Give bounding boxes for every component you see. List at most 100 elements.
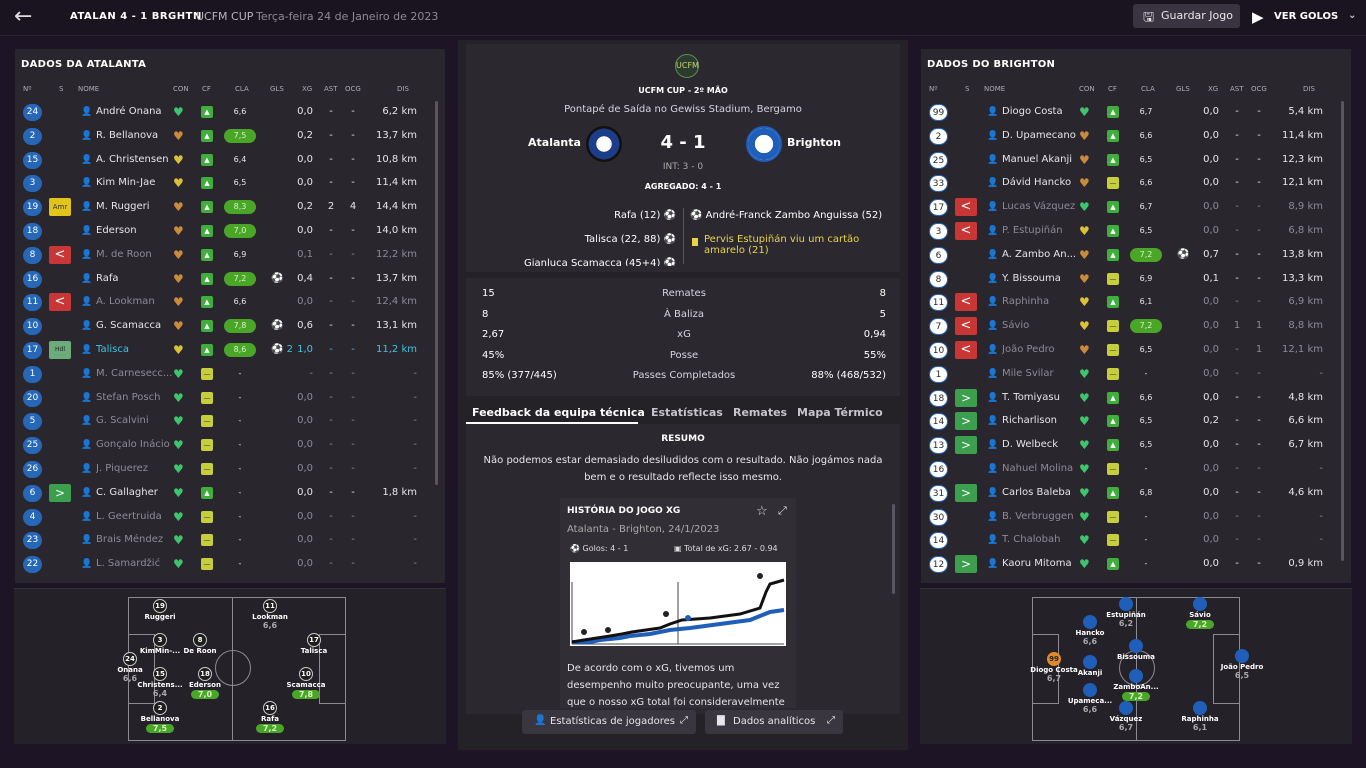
home-team-name[interactable]: Atalanta — [528, 136, 581, 149]
pitch-player[interactable]: Estupiñán 6,2 — [1096, 597, 1156, 628]
chevron-down-icon[interactable]: ⌄ — [1348, 10, 1357, 21]
table-row[interactable]: 1 👤 M. Carnesecc... ♥ — - - - - - — [15, 363, 445, 387]
table-row[interactable]: 20 👤 Stefan Posch ♥ — - 0,0 - - - — [15, 387, 445, 411]
player-name[interactable]: L. Geertruida — [96, 510, 162, 522]
table-row[interactable]: 18 > 👤 T. Tomiyasu ♥ ▲ 6,6 0,0 - - 4,8 km — [921, 387, 1351, 411]
player-name[interactable]: C. Gallagher — [96, 486, 158, 498]
table-row[interactable]: 22 👤 L. Samardžić ♥ — - 0,0 - - - — [15, 553, 445, 577]
player-name[interactable]: Lucas Vázquez — [1002, 201, 1076, 213]
home-goal-event[interactable]: Gianluca Scamacca (45+4) ⚽ — [466, 258, 676, 266]
player-stats-button[interactable]: 👤 Estatísticas de jogadores ⤢ — [522, 710, 696, 734]
header-num[interactable]: Nº — [929, 85, 938, 93]
table-row[interactable]: 33 👤 Dávid Hancko ♥ — 6,6 0,0 - - 12,1 km — [921, 172, 1351, 196]
atalanta-crest-icon[interactable] — [586, 126, 622, 162]
player-name[interactable]: Y. Bissouma — [1002, 272, 1061, 284]
table-row[interactable]: 14 👤 T. Chalobah ♥ — - 0,0 - - - — [921, 529, 1351, 553]
header-s[interactable]: S — [59, 85, 64, 93]
header-cf[interactable]: CF — [1108, 85, 1117, 93]
player-name[interactable]: Brais Méndez — [96, 534, 164, 546]
player-name[interactable]: M. Carnesecc... — [96, 367, 172, 379]
pitch-player[interactable]: Akanji — [1060, 655, 1120, 677]
player-name[interactable]: Raphinha — [1002, 296, 1050, 308]
player-name[interactable]: Stefan Posch — [96, 391, 161, 403]
table-row[interactable]: 7 < 👤 Sávio ♥ — 7,2 0,0 1 1 8,8 km — [921, 315, 1351, 339]
header-name[interactable]: NOME — [78, 85, 100, 93]
pitch-player[interactable]: Upameca... 6,6 — [1060, 683, 1120, 714]
pitch-player[interactable]: João Pedro 6,5 — [1212, 649, 1272, 680]
player-name[interactable]: T. Tomiyasu — [1002, 391, 1060, 403]
player-name[interactable]: Nahuel Molina — [1002, 463, 1074, 474]
player-name[interactable]: B. Verbruggen — [1002, 510, 1074, 522]
table-row[interactable]: 10 < 👤 João Pedro ♥ — 6,5 0,0 - 1 12,1 km — [921, 339, 1351, 363]
table-row[interactable]: 16 👤 Nahuel Molina ♥ — - 0,0 - - - — [921, 458, 1351, 482]
pitch-player[interactable]: 24 Onana 6,6 — [100, 652, 160, 683]
header-xg[interactable]: XG — [302, 85, 313, 93]
away-team-name[interactable]: Brighton — [787, 136, 841, 149]
header-cf[interactable]: CF — [202, 85, 211, 93]
pitch-player[interactable]: 11 Lookman 6,6 — [240, 599, 300, 630]
pitch-player[interactable]: 3 KimMin-... — [130, 633, 190, 655]
table-row[interactable]: 4 👤 L. Geertruida ♥ — - 0,0 - - - — [15, 506, 445, 530]
back-arrow-icon[interactable]: ← — [14, 4, 33, 29]
header-ocg[interactable]: OCG — [1251, 85, 1267, 93]
table-row[interactable]: 11 < 👤 A. Lookman ♥ ▲ 6,6 0,0 - - 12,4 km — [15, 291, 445, 315]
tab-feedback[interactable]: Feedback da equipa técnica — [472, 406, 645, 419]
player-name[interactable]: Kaoru Mitoma — [1002, 558, 1072, 570]
pitch-player[interactable]: 18 Ederson 7,0 — [175, 667, 235, 699]
player-name[interactable]: D. Upamecano — [1002, 129, 1076, 141]
player-name[interactable]: P. Estupiñán — [1002, 225, 1063, 236]
table-row[interactable]: 6 👤 A. Zambo An... ♥ ▲ 7,2 ⚽ 0,7 - - 13,8 km — [921, 244, 1351, 268]
player-name[interactable]: A. Zambo An... — [1002, 248, 1077, 260]
table-row[interactable]: 5 👤 G. Scalvini ♥ — - 0,0 - - - — [15, 410, 445, 434]
home-goal-event[interactable]: Talisca (22, 88) ⚽ — [466, 234, 676, 245]
table-row[interactable]: 1 👤 Mile Svilar ♥ — - 0,0 - - - — [921, 363, 1351, 387]
player-name[interactable]: Kim Min-Jae — [96, 177, 156, 189]
pitch-player[interactable]: 99 Diogo Costa 6,7 — [1024, 652, 1084, 683]
player-name[interactable]: G. Scalvini — [96, 415, 149, 427]
table-row[interactable]: 8 👤 Y. Bissouma ♥ — 6,9 0,1 - - 13,3 km — [921, 268, 1351, 292]
header-ast[interactable]: AST — [324, 85, 338, 93]
header-con[interactable]: CON — [173, 85, 189, 93]
player-name[interactable]: Dávid Hancko — [1002, 177, 1072, 189]
header-name[interactable]: NOME — [984, 85, 1006, 93]
pitch-player[interactable]: Vázquez 6,7 — [1096, 701, 1156, 732]
table-row[interactable]: 18 👤 Ederson ♥ ▲ 7,0 0,0 - - 14,0 km — [15, 220, 445, 244]
home-goal-event[interactable]: Rafa (12) ⚽ — [466, 210, 676, 221]
brighton-crest-icon[interactable] — [746, 126, 782, 162]
table-row[interactable]: 99 👤 Diogo Costa ♥ ▲ 6,7 0,0 - - 5,4 km — [921, 101, 1351, 125]
pitch-player[interactable]: 19 Ruggeri — [130, 599, 190, 621]
pitch-player[interactable]: 17 Talisca — [284, 633, 344, 655]
header-xg[interactable]: XG — [1208, 85, 1219, 93]
table-row[interactable]: 14 > 👤 Richarlison ♥ ▲ 6,5 0,2 - - 6,6 km — [921, 410, 1351, 434]
header-cla[interactable]: CLA — [1141, 85, 1155, 93]
table-row[interactable]: 12 > 👤 Kaoru Mitoma ♥ ▲ - 0,0 - - 0,9 km — [921, 553, 1351, 577]
header-con[interactable]: CON — [1079, 85, 1095, 93]
table-row[interactable]: 25 👤 Manuel Akanji ♥ ▲ 6,5 0,0 - - 12,3 km — [921, 149, 1351, 173]
header-dis[interactable]: DIS — [397, 85, 409, 93]
away-event[interactable]: Pervis Estupiñán viu um cartão amarelo (… — [690, 234, 900, 256]
table-row[interactable]: 2 👤 D. Upamecano ♥ ▲ 6,6 0,0 - - 11,4 km — [921, 125, 1351, 149]
player-name[interactable]: D. Welbeck — [1002, 439, 1059, 451]
save-game-button[interactable]: 🖫 Guardar Jogo — [1133, 4, 1240, 28]
player-name[interactable]: A. Christensen — [96, 153, 169, 165]
table-row[interactable]: 17 Hdl 👤 Talisca ♥ ▲ 8,6 ⚽ 2 1,0 - - 11,2 km — [15, 339, 445, 363]
player-name[interactable]: Talisca — [96, 344, 129, 355]
analytics-button[interactable]: ▇ Dados analíticos ⤢ — [705, 710, 843, 734]
player-name[interactable]: Mile Svilar — [1002, 367, 1054, 379]
table-row[interactable]: 13 > 👤 D. Welbeck ♥ ▲ 6,5 0,0 - - 6,7 km — [921, 434, 1351, 458]
player-name[interactable]: Sávio — [1002, 320, 1030, 332]
table-row[interactable]: 23 👤 Brais Méndez ♥ — - 0,0 - - - — [15, 529, 445, 553]
table-row[interactable]: 30 👤 B. Verbruggen ♥ — - 0,0 - - - — [921, 506, 1351, 530]
pitch-player[interactable]: 2 Bellanova 7,5 — [130, 701, 190, 733]
table-row[interactable]: 6 > 👤 C. Gallagher ♥ ▲ - 0,0 - - 1,8 km — [15, 482, 445, 506]
feedback-scrollbar[interactable] — [892, 504, 895, 594]
tab-statistics[interactable]: Estatísticas — [651, 406, 723, 419]
header-s[interactable]: S — [965, 85, 970, 93]
header-gls[interactable]: GLS — [270, 85, 284, 93]
tab-shots[interactable]: Remates — [733, 406, 788, 419]
table-row[interactable]: 25 👤 Gonçalo Inácio ♥ — - 0,0 - - - — [15, 434, 445, 458]
pitch-player[interactable]: Bissouma — [1106, 639, 1166, 661]
table-row[interactable]: 8 < 👤 M. de Roon ♥ ▲ 6,9 0,1 - - 12,2 km — [15, 244, 445, 268]
table-row[interactable]: 24 👤 André Onana ♥ ▲ 6,6 0,0 - - 6,2 km — [15, 101, 445, 125]
player-name[interactable]: Manuel Akanji — [1002, 153, 1073, 165]
